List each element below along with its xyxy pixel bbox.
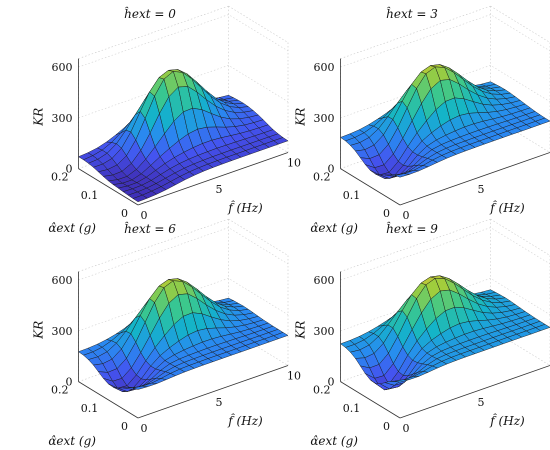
y-tick-label: 0.1	[343, 189, 361, 202]
x-tick-label: 0	[403, 422, 410, 435]
z-tick-label: 0	[66, 163, 73, 176]
z-tick-label: 600	[52, 61, 73, 74]
y-tick-label: 0	[383, 207, 390, 220]
z-axis-label: KR	[32, 321, 46, 340]
z-axis-label: KR	[294, 321, 308, 340]
grid-line	[228, 5, 289, 43]
z-tick-label: 300	[52, 112, 73, 125]
z-tick-label: 300	[314, 112, 335, 125]
y-axis-label: α̂ext (g)	[310, 434, 358, 448]
y-tick-label: 0	[383, 420, 390, 433]
x-tick-label: 5	[216, 183, 223, 196]
z-tick-label: 300	[52, 325, 73, 338]
z-tick-label: 300	[314, 325, 335, 338]
grid-line	[228, 218, 289, 256]
grid-line	[490, 5, 550, 43]
y-tick-label: 0.2	[313, 171, 331, 184]
y-axis-line	[78, 168, 139, 206]
y-tick-label: 0.2	[51, 384, 69, 397]
x-tick-label: 5	[478, 183, 485, 196]
grid-line	[78, 278, 289, 332]
panel-title-3: ĥext = 9	[386, 221, 438, 236]
y-axis-label: α̂ext (g)	[48, 221, 96, 235]
grid-line	[78, 227, 289, 281]
y-tick-label: 0.1	[81, 189, 99, 202]
z-tick-label: 0	[328, 163, 335, 176]
z-tick-label: 600	[314, 274, 335, 287]
surface-patch	[535, 324, 550, 331]
x-tick-label: 0	[141, 422, 148, 435]
x-axis-line	[137, 365, 289, 419]
x-axis-label: f̂ (Hz)	[489, 413, 525, 429]
x-tick-label: 10	[287, 157, 301, 170]
grid-line	[340, 227, 550, 281]
y-tick-label: 0	[121, 207, 128, 220]
y-axis-label: α̂ext (g)	[310, 221, 358, 235]
panel-title-0: ĥext = 0	[124, 6, 176, 21]
x-tick-label: 5	[216, 396, 223, 409]
x-axis-label: f̂ (Hz)	[489, 200, 525, 216]
x-tick-label: 0	[403, 209, 410, 222]
y-tick-label: 0.2	[51, 171, 69, 184]
y-tick-label: 0	[121, 420, 128, 433]
y-axis-line	[340, 168, 401, 206]
z-tick-label: 0	[328, 376, 335, 389]
z-tick-label: 0	[66, 376, 73, 389]
panel-title-1: ĥext = 3	[386, 6, 438, 21]
y-axis-line	[78, 381, 139, 419]
z-tick-label: 600	[314, 61, 335, 74]
z-tick-label: 600	[52, 274, 73, 287]
x-tick-label: 0	[141, 209, 148, 222]
x-axis-line	[399, 365, 550, 419]
y-tick-label: 0.1	[81, 402, 99, 415]
x-tick-label: 5	[478, 396, 485, 409]
grid-line	[340, 14, 550, 68]
y-axis-line	[340, 381, 401, 419]
grid-line	[78, 65, 289, 119]
x-axis-line	[399, 152, 550, 206]
x-tick-label: 10	[287, 370, 301, 383]
grid-line	[340, 65, 550, 119]
surface-patch	[273, 137, 289, 145]
y-tick-label: 0.1	[343, 402, 361, 415]
z-axis-label: KR	[32, 108, 46, 127]
panel-title-2: ĥext = 6	[124, 221, 176, 236]
surface-patch	[273, 332, 289, 339]
x-axis-line	[137, 152, 289, 206]
x-axis-label: f̂ (Hz)	[227, 413, 263, 429]
surface-patch	[535, 117, 550, 125]
grid-line	[340, 278, 550, 332]
y-axis-label: α̂ext (g)	[48, 434, 96, 448]
z-axis-label: KR	[294, 108, 308, 127]
grid-line	[78, 14, 289, 68]
x-axis-label: f̂ (Hz)	[227, 200, 263, 216]
y-tick-label: 0.2	[313, 384, 331, 397]
grid-line	[490, 218, 550, 256]
